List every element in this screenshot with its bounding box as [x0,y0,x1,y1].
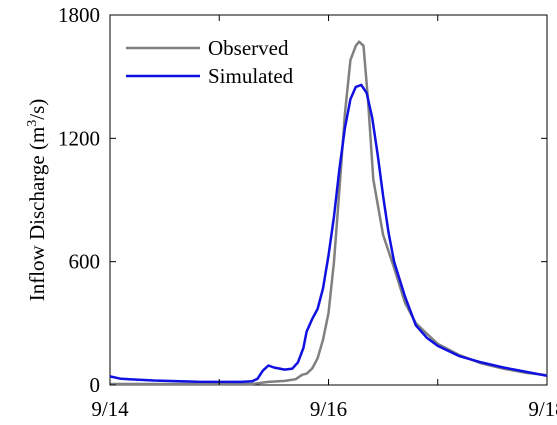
plot-frame-group [109,14,548,386]
y-tick-label: 0 [90,373,101,397]
ticks-group: 9/14 9/16 9/18 0 600 1200 1800 [58,3,557,421]
legend-label-simulated: Simulated [208,64,294,88]
series-line-simulated [109,83,548,384]
series-line-observed [110,40,548,386]
plot-frame [109,14,548,386]
series-group [109,40,548,386]
y-tick-label: 1800 [58,3,100,27]
y-axis-label: Inflow Discharge (m3/s) [25,99,49,302]
legend-label-observed: Observed [208,36,289,60]
y-tick-label: 600 [69,250,101,274]
x-tick-label: 9/16 [310,397,347,421]
y-tick-label: 1200 [58,126,100,150]
x-tick-label: 9/18 [528,397,557,421]
legend: Observed Simulated [126,36,294,88]
x-tick-label: 9/14 [91,397,129,421]
